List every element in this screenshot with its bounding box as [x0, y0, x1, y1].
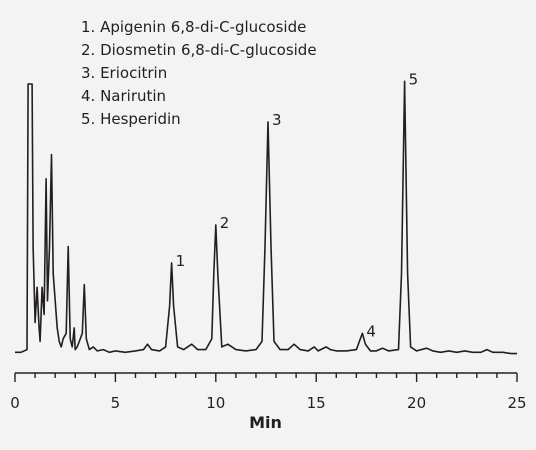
x-axis: 0 5 10 15 20 25 Min [10, 372, 527, 432]
peak-label-4: 4 [366, 322, 376, 340]
legend-entry-1: 1. Apigenin 6,8-di-C-glucoside [81, 18, 306, 36]
legend: 1. Apigenin 6,8-di-C-glucoside 2. Diosme… [81, 18, 317, 128]
chromatogram-trace [15, 80, 517, 355]
x-tick-label: 20 [407, 394, 426, 412]
peak-label-5: 5 [409, 70, 419, 88]
x-axis-title: Min [249, 413, 282, 432]
x-ticks: 0 5 10 15 20 25 [10, 373, 527, 412]
legend-entry-2: 2. Diosmetin 6,8-di-C-glucoside [81, 41, 317, 59]
legend-entry-4: 4. Narirutin [81, 87, 166, 105]
peak-labels: 1 2 3 4 5 [176, 70, 419, 340]
x-tick-label: 0 [10, 394, 20, 412]
x-tick-label: 10 [206, 394, 225, 412]
x-tick-label: 25 [507, 394, 526, 412]
peak-label-3: 3 [272, 111, 282, 129]
peak-label-1: 1 [176, 252, 186, 270]
peak-label-2: 2 [220, 214, 230, 232]
x-tick-label: 15 [307, 394, 326, 412]
x-tick-label: 5 [111, 394, 121, 412]
trace-layer [15, 80, 517, 355]
legend-entry-3: 3. Eriocitrin [81, 64, 167, 82]
legend-entry-5: 5. Hesperidin [81, 110, 181, 128]
